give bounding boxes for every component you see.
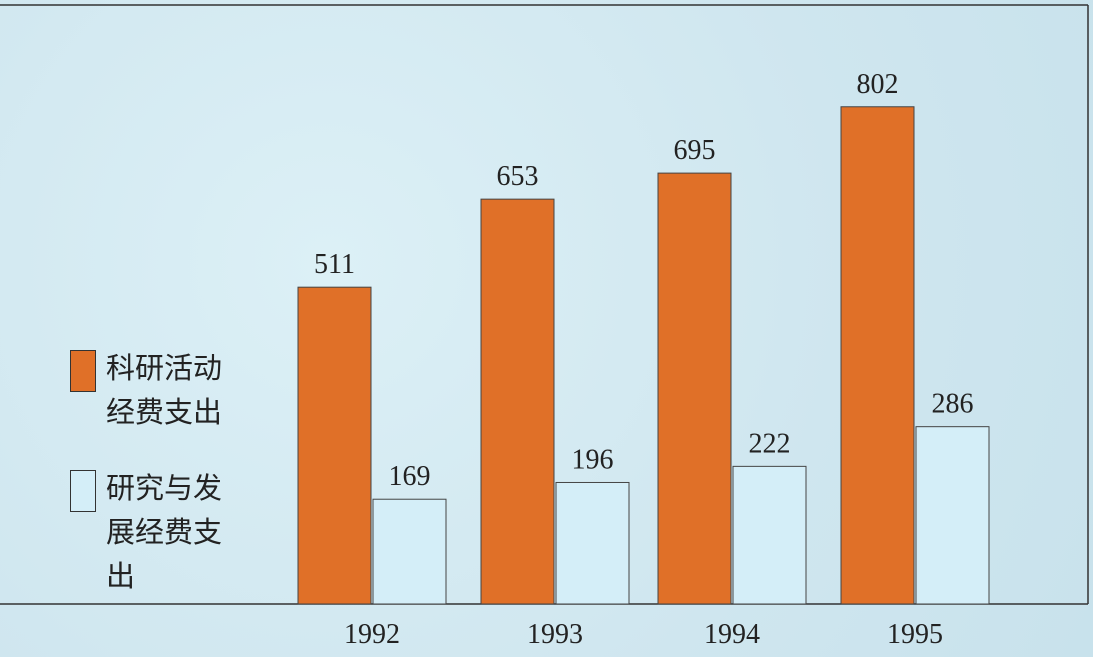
bar xyxy=(555,481,630,605)
value-label: 286 xyxy=(932,389,974,420)
x-tick-label: 1995 xyxy=(887,619,943,650)
legend-label: 研究与发展经费支出 xyxy=(106,471,223,593)
bar xyxy=(657,172,732,605)
value-label: 695 xyxy=(674,135,716,166)
bar xyxy=(732,465,807,605)
bar xyxy=(840,106,915,605)
bar xyxy=(480,198,555,605)
x-tick-label: 1993 xyxy=(527,619,583,650)
legend-entry: 研究与发展经费支出 xyxy=(70,466,238,598)
x-tick-label: 1992 xyxy=(344,619,400,650)
value-label: 222 xyxy=(749,428,791,459)
legend-swatch xyxy=(70,470,96,512)
legend-swatch xyxy=(70,350,96,392)
value-label: 196 xyxy=(572,444,614,475)
legend-entry: 科研活动经费支出 xyxy=(70,346,238,434)
bar xyxy=(297,286,372,605)
value-label: 511 xyxy=(314,249,355,280)
bar xyxy=(372,498,447,605)
value-label: 653 xyxy=(497,161,539,192)
bar xyxy=(915,426,990,605)
x-tick-label: 1994 xyxy=(704,619,760,650)
value-label: 169 xyxy=(389,461,431,492)
legend-label: 科研活动经费支出 xyxy=(106,351,223,429)
value-label: 802 xyxy=(857,69,899,100)
